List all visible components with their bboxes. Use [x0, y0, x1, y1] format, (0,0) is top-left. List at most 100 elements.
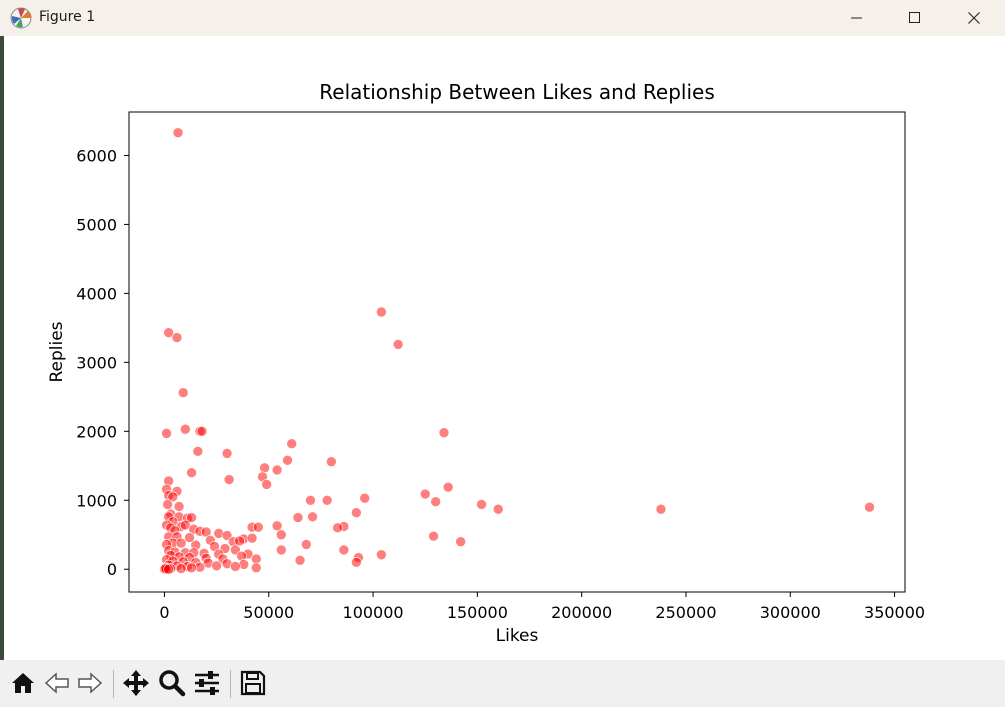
chart-title: Relationship Between Likes and Replies [319, 80, 715, 104]
data-point [321, 494, 333, 506]
data-point [250, 553, 262, 565]
close-button[interactable] [945, 0, 1003, 36]
home-button[interactable] [8, 668, 38, 698]
data-point [476, 499, 487, 510]
window-titlebar: Figure 1 [0, 0, 1005, 36]
data-point [655, 503, 667, 515]
data-point [196, 426, 208, 437]
toolbar-separator [113, 670, 114, 698]
data-point [186, 467, 197, 478]
y-tick-label: 6000 [76, 146, 117, 165]
data-point [161, 428, 172, 439]
save-icon [240, 670, 266, 696]
data-point [271, 464, 283, 476]
data-point [163, 563, 174, 575]
data-point [261, 479, 272, 490]
data-point [430, 496, 441, 507]
window-title: Figure 1 [39, 9, 96, 25]
data-point [172, 127, 184, 138]
data-point [275, 544, 287, 556]
data-point [253, 521, 264, 533]
plot-area [128, 111, 906, 593]
toolbar-separator [230, 670, 231, 698]
data-point [200, 526, 212, 538]
data-point [351, 507, 362, 518]
data-point [307, 511, 318, 523]
data-point [180, 423, 191, 435]
data-point [162, 499, 173, 510]
y-tick-label: 1000 [76, 491, 117, 510]
x-tick-label: 150000 [447, 603, 508, 622]
data-point [332, 522, 343, 534]
scatter-plot[interactable]: 0 50000 100000 150000 200000 250000 300000 3500… [0, 0, 1005, 660]
y-tick-label: 3000 [76, 353, 117, 372]
data-point [259, 462, 270, 474]
data-point [326, 456, 337, 467]
data-point [492, 503, 504, 515]
data-point [184, 532, 195, 543]
forward-icon [78, 672, 103, 694]
save-button[interactable] [238, 668, 268, 698]
data-point [294, 554, 306, 566]
zoom-button[interactable] [157, 668, 187, 698]
data-point [192, 446, 204, 457]
data-point [221, 448, 233, 459]
y-tick-label: 0 [107, 560, 117, 579]
data-point [180, 519, 191, 531]
navigation-toolbar [0, 660, 1005, 707]
data-point [392, 339, 404, 350]
data-point [438, 427, 450, 438]
data-point [186, 512, 197, 523]
back-button[interactable] [42, 668, 72, 698]
pan-button[interactable] [121, 668, 151, 698]
data-point [171, 332, 183, 343]
data-point [301, 539, 312, 550]
back-icon [44, 672, 69, 694]
y-tick-label: 5000 [76, 215, 117, 234]
data-point [177, 387, 189, 398]
maximize-icon [909, 12, 920, 23]
data-point [428, 530, 439, 542]
data-point [292, 512, 304, 523]
minimize-button[interactable] [828, 0, 886, 36]
data-point [864, 501, 875, 513]
matplotlib-app-icon [10, 7, 32, 29]
data-point [271, 520, 283, 532]
data-point [186, 562, 197, 574]
data-point [175, 537, 187, 549]
data-point [305, 494, 316, 506]
data-point [246, 532, 258, 544]
x-tick-label: 0 [159, 603, 169, 622]
forward-button[interactable] [75, 668, 105, 698]
configure-subplots-button[interactable] [192, 668, 222, 698]
data-point [167, 491, 179, 503]
data-point [223, 474, 235, 485]
data-point [359, 492, 371, 504]
minimize-icon [851, 17, 862, 19]
maximize-button[interactable] [886, 0, 944, 36]
data-point [419, 488, 431, 500]
x-tick-label: 100000 [343, 603, 404, 622]
data-point [376, 306, 387, 318]
y-tick-label: 4000 [76, 284, 117, 303]
data-point [163, 327, 174, 338]
data-point [286, 438, 298, 450]
pan-icon [123, 670, 149, 696]
x-tick-label: 200000 [551, 603, 612, 622]
data-point [338, 544, 350, 556]
home-icon [12, 673, 34, 693]
data-point [250, 562, 262, 574]
x-tick-label: 300000 [760, 603, 821, 622]
x-axis-label: Likes [495, 626, 539, 646]
data-point [175, 563, 187, 574]
zoom-icon [159, 670, 186, 697]
data-point [211, 560, 222, 572]
close-icon [968, 12, 980, 24]
data-point [442, 481, 454, 493]
y-tick-label: 2000 [76, 422, 117, 441]
data-point [282, 454, 293, 466]
data-point [455, 536, 466, 547]
data-point [376, 549, 387, 561]
data-point [173, 501, 185, 512]
configure-subplots-icon [195, 671, 219, 695]
